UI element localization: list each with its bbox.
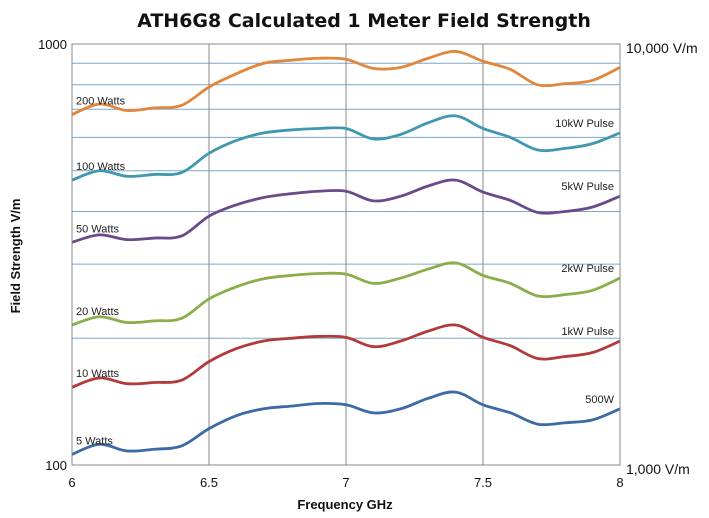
x-tick-label: 7.5	[474, 475, 492, 490]
y-axis-title: Field Strength V/m	[8, 199, 23, 314]
series-right-label: 2kW Pulse	[561, 263, 614, 275]
series-left-label: 100 Watts	[76, 161, 126, 173]
series-left-label: 50 Watts	[76, 223, 119, 235]
series-lines	[71, 50, 621, 456]
series-labels: 200 Watts 100 Watts 10kW Pulse 50 Watts 5kW …	[76, 96, 615, 448]
series-right-label: 5kW Pulse	[561, 181, 614, 193]
y-tick-label: 1000	[38, 37, 67, 52]
series-right-label: 500W	[585, 394, 614, 406]
right-axis-tick-label: 10,000 V/m	[626, 40, 698, 56]
series-line	[71, 50, 621, 116]
series-left-label: 5 Watts	[76, 435, 113, 447]
chart-title: ATH6G8 Calculated 1 Meter Field Strength	[137, 10, 591, 32]
series-right-label: 10kW Pulse	[555, 118, 614, 130]
x-axis-ticks: 6 6.5 7 7.5 8	[68, 475, 623, 490]
right-axis-ticks: 1,000 V/m 10,000 V/m	[626, 40, 698, 477]
series-line	[71, 323, 621, 389]
series-left-label: 10 Watts	[76, 368, 119, 380]
right-axis-tick-label: 1,000 V/m	[626, 461, 690, 477]
series-left-label: 200 Watts	[76, 96, 126, 108]
series-right-label: 1kW Pulse	[561, 326, 614, 338]
series-line	[71, 261, 621, 327]
x-tick-label: 7	[342, 475, 349, 490]
series-left-label: 20 Watts	[76, 306, 119, 318]
x-tick-label: 6.5	[200, 475, 218, 490]
y-tick-label: 100	[45, 458, 67, 473]
y-axis-ticks: 100 1000	[38, 37, 67, 473]
x-axis-title: Frequency GHz	[297, 497, 393, 512]
series-line	[71, 114, 621, 182]
x-tick-label: 8	[616, 475, 623, 490]
plot-area-border	[71, 43, 621, 466]
series-line	[71, 390, 621, 456]
x-tick-label: 6	[68, 475, 75, 490]
series-line	[71, 178, 621, 244]
